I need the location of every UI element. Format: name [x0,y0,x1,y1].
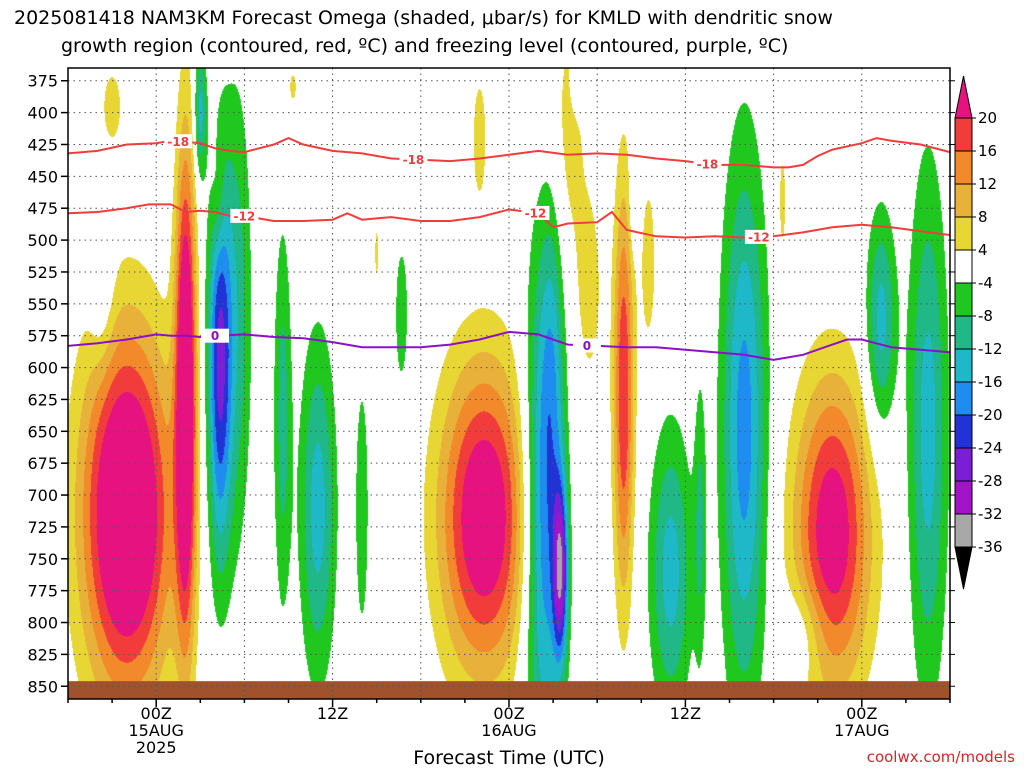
colorbar-label: -28 [978,472,1003,490]
credit-text: coolwx.com/models [867,748,1015,766]
isotherm-label: -12 [525,206,547,220]
isotherm-label-background [164,134,193,149]
y-tick-label: 650 [27,422,58,441]
y-tick-label: 550 [27,295,58,314]
colorbar-swatch [954,183,973,218]
colorbar-swatch [954,447,973,482]
colorbar-label: 20 [978,109,997,127]
x-tick-label: 15AUG [128,721,183,740]
chart-title-line-1: 2025081418 NAM3KM Forecast Omega (shaded… [14,7,833,29]
colorbar-swatch [954,282,973,317]
colorbar-label: -32 [978,505,1003,523]
x-tick-label: 2025 [136,738,177,757]
colorbar-label: 12 [978,175,997,193]
chart-title-line-2: growth region (contoured, red, ºC) and f… [61,35,788,57]
colorbar-bottom-arrow [954,546,973,590]
x-tick-label: 12Z [670,704,701,723]
colorbar-label: -12 [978,340,1003,358]
gridlines [68,68,950,699]
colorbar-swatch [954,480,973,515]
y-tick-label: 525 [27,263,58,282]
y-tick-label: 575 [27,327,58,346]
isotherm-line [68,330,950,361]
y-tick-label: 400 [27,104,58,123]
colorbar-swatch [954,150,973,185]
isotherm-label-background [572,338,601,353]
y-tick-label: 475 [27,199,58,218]
y-tick-label: 800 [27,614,58,633]
x-tick-label: 00Z [141,704,172,723]
y-tick-label: 675 [27,454,58,473]
colorbar-swatch [954,315,973,350]
y-tick-label: 775 [27,582,58,601]
y-tick-label: 725 [27,518,58,537]
isotherm-label: -18 [403,153,425,167]
y-axis: 375 400 425 450 475 500 525 550 575 600 625 650 675 7… [27,72,955,696]
plot-area: -18 -18 -18 -12 -12 -12 0 0 [67,67,951,700]
x-tick-label: 17AUG [834,721,889,740]
colorbar-top-arrow [954,75,973,119]
isotherm-label: -18 [167,135,189,149]
y-tick-label: 700 [27,486,58,505]
isotherm-label-background [693,156,722,171]
y-tick-label: 825 [27,645,58,664]
x-tick-label: 00Z [846,704,877,723]
colorbar: 20 16 12 8 4 -4 -8 -12 -16 -20 -24 -28 -32 -36 [954,75,1003,590]
isotherm-label: -12 [748,230,770,244]
isotherm-label-background [521,205,550,220]
colorbar-swatch [954,513,973,548]
colorbar-label: -4 [978,274,993,292]
y-tick-label: 450 [27,167,58,186]
isotherm-label: -18 [697,157,719,171]
colorbar-swatch [954,117,973,152]
colorbar-swatch [954,216,973,251]
y-tick-label: 500 [27,231,58,250]
colorbar-swatch [954,249,973,284]
y-tick-label: 625 [27,390,58,409]
colorbar-swatch [954,414,973,449]
x-tick-label: 00Z [493,704,524,723]
colorbar-label: -16 [978,373,1003,391]
isotherm-label-background [201,328,229,343]
isotherm-contours: -18 -18 -18 -12 -12 -12 0 0 [68,134,950,361]
colorbar-label: 16 [978,142,997,160]
colorbar-swatch [954,348,973,383]
x-tick-label: 16AUG [481,721,536,740]
colorbar-label: 4 [978,241,988,259]
y-tick-label: 600 [27,359,58,378]
colorbar-label: -20 [978,406,1003,424]
colorbar-swatch [954,381,973,416]
isotherm-label-background [744,229,773,244]
isotherm-label-background [230,208,259,223]
isotherm-label-background [399,152,428,167]
y-tick-label: 425 [27,135,58,154]
colorbar-label: -24 [978,439,1003,457]
y-tick-label: 375 [27,72,58,91]
isotherm-label: -12 [234,209,256,223]
isotherm-label: 0 [211,329,219,343]
isotherm-line [68,203,950,239]
isotherm-line [68,137,950,169]
colorbar-label: 8 [978,208,988,226]
y-tick-label: 750 [27,550,58,569]
x-axis-title: Forecast Time (UTC) [413,747,604,768]
colorbar-label: -36 [978,538,1003,556]
colorbar-label: -8 [978,307,993,325]
x-tick-label: 12Z [317,704,348,723]
isotherm-label: 0 [583,339,591,353]
y-tick-label: 850 [27,677,58,696]
